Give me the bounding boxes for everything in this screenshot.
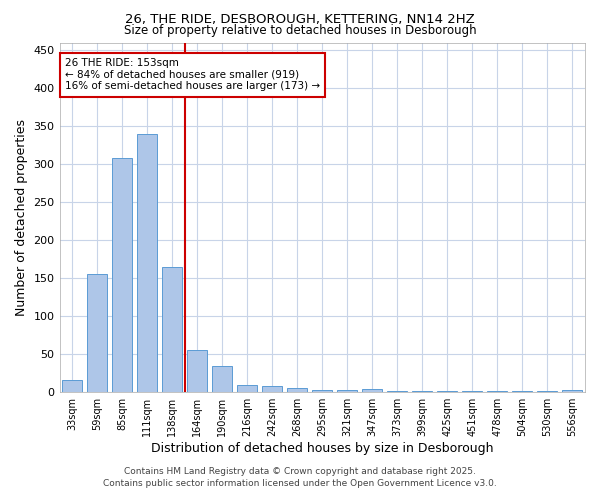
Bar xyxy=(187,350,207,392)
Text: 26, THE RIDE, DESBOROUGH, KETTERING, NN14 2HZ: 26, THE RIDE, DESBOROUGH, KETTERING, NN1… xyxy=(125,12,475,26)
Bar xyxy=(212,366,232,392)
X-axis label: Distribution of detached houses by size in Desborough: Distribution of detached houses by size … xyxy=(151,442,494,455)
Bar xyxy=(262,386,282,392)
Bar xyxy=(287,388,307,392)
Bar xyxy=(162,267,182,392)
Bar xyxy=(337,390,358,392)
Text: Size of property relative to detached houses in Desborough: Size of property relative to detached ho… xyxy=(124,24,476,37)
Y-axis label: Number of detached properties: Number of detached properties xyxy=(15,119,28,316)
Bar xyxy=(237,384,257,392)
Bar xyxy=(362,389,382,392)
Bar xyxy=(137,134,157,392)
Bar xyxy=(62,380,82,392)
Bar xyxy=(312,390,332,392)
Bar xyxy=(112,158,132,392)
Bar xyxy=(87,274,107,392)
Text: Contains HM Land Registry data © Crown copyright and database right 2025.
Contai: Contains HM Land Registry data © Crown c… xyxy=(103,466,497,487)
Text: 26 THE RIDE: 153sqm
← 84% of detached houses are smaller (919)
16% of semi-detac: 26 THE RIDE: 153sqm ← 84% of detached ho… xyxy=(65,58,320,92)
Bar xyxy=(562,390,583,392)
Bar xyxy=(388,390,407,392)
